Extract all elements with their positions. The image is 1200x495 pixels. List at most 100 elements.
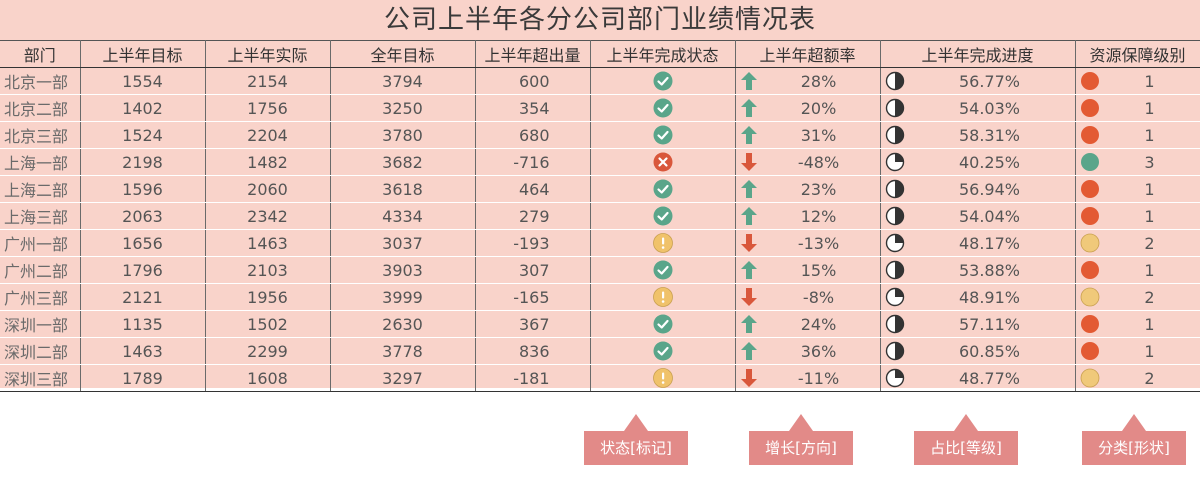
cell-target-h1[interactable]: 2198: [80, 148, 206, 176]
cell-actual-h1[interactable]: 2299: [205, 337, 331, 365]
cell-progress[interactable]: 53.88%: [880, 256, 1076, 284]
cell-rate[interactable]: 23%: [735, 175, 881, 203]
cell-target-h1[interactable]: 1796: [80, 256, 206, 284]
cell-status[interactable]: [590, 67, 736, 95]
cell-exceed[interactable]: -165: [475, 283, 591, 311]
cell-progress[interactable]: 48.91%: [880, 283, 1076, 311]
cell-rate[interactable]: 28%: [735, 67, 881, 95]
cell-exceed[interactable]: 354: [475, 94, 591, 122]
cell-level[interactable]: 2: [1075, 364, 1200, 392]
cell-exceed[interactable]: -716: [475, 148, 591, 176]
cell-actual-h1[interactable]: 1756: [205, 94, 331, 122]
cell-exceed[interactable]: 836: [475, 337, 591, 365]
cell-status[interactable]: [590, 364, 736, 392]
header-target-year[interactable]: 全年目标: [330, 40, 476, 68]
cell-target-h1[interactable]: 1789: [80, 364, 206, 392]
cell-exceed[interactable]: 279: [475, 202, 591, 230]
cell-status[interactable]: [590, 310, 736, 338]
cell-target-year[interactable]: 3794: [330, 67, 476, 95]
cell-status[interactable]: [590, 202, 736, 230]
cell-rate[interactable]: -8%: [735, 283, 881, 311]
cell-target-year[interactable]: 3780: [330, 121, 476, 149]
cell-exceed[interactable]: -181: [475, 364, 591, 392]
cell-level[interactable]: 1: [1075, 175, 1200, 203]
cell-progress[interactable]: 54.04%: [880, 202, 1076, 230]
header-rate[interactable]: 上半年超额率: [735, 40, 881, 68]
cell-exceed[interactable]: 680: [475, 121, 591, 149]
header-progress[interactable]: 上半年完成进度: [880, 40, 1076, 68]
cell-level[interactable]: 2: [1075, 283, 1200, 311]
cell-actual-h1[interactable]: 2154: [205, 67, 331, 95]
cell-progress[interactable]: 56.94%: [880, 175, 1076, 203]
cell-target-year[interactable]: 3778: [330, 337, 476, 365]
cell-progress[interactable]: 60.85%: [880, 337, 1076, 365]
cell-status[interactable]: [590, 283, 736, 311]
cell-rate[interactable]: -13%: [735, 229, 881, 257]
cell-progress[interactable]: 48.77%: [880, 364, 1076, 392]
header-actual-h1[interactable]: 上半年实际: [205, 40, 331, 68]
cell-level[interactable]: 1: [1075, 310, 1200, 338]
cell-actual-h1[interactable]: 1482: [205, 148, 331, 176]
cell-target-h1[interactable]: 2063: [80, 202, 206, 230]
cell-target-year[interactable]: 3250: [330, 94, 476, 122]
cell-dept[interactable]: 北京一部: [0, 67, 81, 95]
cell-target-h1[interactable]: 1402: [80, 94, 206, 122]
cell-rate[interactable]: 12%: [735, 202, 881, 230]
cell-dept[interactable]: 深圳二部: [0, 337, 81, 365]
header-level[interactable]: 资源保障级别: [1075, 40, 1200, 68]
cell-rate[interactable]: 15%: [735, 256, 881, 284]
cell-progress[interactable]: 48.17%: [880, 229, 1076, 257]
cell-dept[interactable]: 北京二部: [0, 94, 81, 122]
cell-target-year[interactable]: 3682: [330, 148, 476, 176]
cell-rate[interactable]: -48%: [735, 148, 881, 176]
cell-exceed[interactable]: 464: [475, 175, 591, 203]
cell-level[interactable]: 1: [1075, 67, 1200, 95]
cell-target-h1[interactable]: 1135: [80, 310, 206, 338]
cell-level[interactable]: 1: [1075, 337, 1200, 365]
cell-dept[interactable]: 上海二部: [0, 175, 81, 203]
cell-actual-h1[interactable]: 1608: [205, 364, 331, 392]
cell-exceed[interactable]: -193: [475, 229, 591, 257]
cell-actual-h1[interactable]: 2204: [205, 121, 331, 149]
cell-target-year[interactable]: 3903: [330, 256, 476, 284]
header-status[interactable]: 上半年完成状态: [590, 40, 736, 68]
cell-target-year[interactable]: 3037: [330, 229, 476, 257]
cell-progress[interactable]: 56.77%: [880, 67, 1076, 95]
header-target-h1[interactable]: 上半年目标: [80, 40, 206, 68]
cell-target-year[interactable]: 4334: [330, 202, 476, 230]
header-exceed[interactable]: 上半年超出量: [475, 40, 591, 68]
cell-level[interactable]: 2: [1075, 229, 1200, 257]
cell-level[interactable]: 3: [1075, 148, 1200, 176]
cell-dept[interactable]: 上海一部: [0, 148, 81, 176]
cell-rate[interactable]: 31%: [735, 121, 881, 149]
cell-rate[interactable]: -11%: [735, 364, 881, 392]
cell-target-h1[interactable]: 1524: [80, 121, 206, 149]
cell-dept[interactable]: 深圳三部: [0, 364, 81, 392]
cell-dept[interactable]: 北京三部: [0, 121, 81, 149]
cell-dept[interactable]: 广州三部: [0, 283, 81, 311]
cell-level[interactable]: 1: [1075, 121, 1200, 149]
cell-progress[interactable]: 57.11%: [880, 310, 1076, 338]
cell-actual-h1[interactable]: 1956: [205, 283, 331, 311]
cell-actual-h1[interactable]: 1463: [205, 229, 331, 257]
cell-dept[interactable]: 广州二部: [0, 256, 81, 284]
cell-status[interactable]: [590, 121, 736, 149]
cell-progress[interactable]: 54.03%: [880, 94, 1076, 122]
cell-exceed[interactable]: 367: [475, 310, 591, 338]
cell-exceed[interactable]: 307: [475, 256, 591, 284]
cell-progress[interactable]: 40.25%: [880, 148, 1076, 176]
cell-target-h1[interactable]: 1554: [80, 67, 206, 95]
cell-actual-h1[interactable]: 1502: [205, 310, 331, 338]
cell-progress[interactable]: 58.31%: [880, 121, 1076, 149]
cell-status[interactable]: [590, 337, 736, 365]
cell-dept[interactable]: 深圳一部: [0, 310, 81, 338]
cell-rate[interactable]: 20%: [735, 94, 881, 122]
cell-actual-h1[interactable]: 2342: [205, 202, 331, 230]
cell-status[interactable]: [590, 229, 736, 257]
cell-status[interactable]: [590, 148, 736, 176]
cell-target-h1[interactable]: 2121: [80, 283, 206, 311]
cell-actual-h1[interactable]: 2060: [205, 175, 331, 203]
cell-target-h1[interactable]: 1656: [80, 229, 206, 257]
cell-level[interactable]: 1: [1075, 94, 1200, 122]
cell-level[interactable]: 1: [1075, 202, 1200, 230]
